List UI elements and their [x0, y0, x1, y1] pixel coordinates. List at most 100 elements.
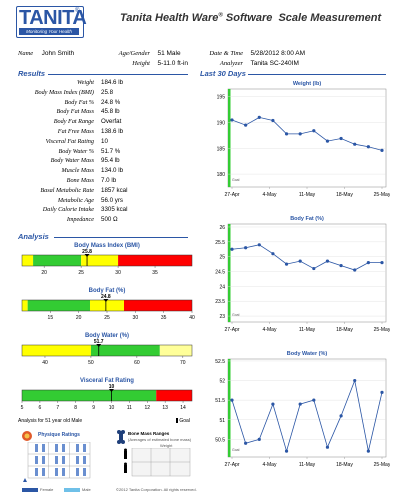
data-point [271, 252, 275, 256]
trend-charts: Weight (lb) Goal 180 185 190 195 27-Apr 4-May 11… [215, 81, 390, 468]
result-label: Fat Free Mass [57, 128, 94, 135]
chart-title: Weight (lb) [293, 81, 321, 87]
bar-tick-label: 30 [133, 315, 139, 321]
bar-zone [22, 390, 157, 401]
y-tick-label: 195 [217, 95, 226, 101]
bar-tick-label: 70 [180, 360, 186, 366]
data-point [230, 118, 234, 122]
bone-title: Bone Mass Ranges [128, 431, 170, 436]
data-point [339, 414, 343, 418]
result-value: 1857 kcal [101, 186, 128, 194]
bar-tick-label: 6 [39, 405, 42, 411]
result-label: Impedance [66, 216, 94, 224]
data-point [380, 390, 384, 394]
data-point [284, 262, 289, 266]
result-row: Body Mass Index (BMI) 25.8 [18, 89, 188, 98]
goal-strip [228, 359, 231, 457]
goal-strip [228, 224, 231, 322]
physique-panel: Physique Ratings [20, 430, 102, 486]
data-point [284, 132, 289, 136]
result-label: Body Water % [58, 147, 94, 155]
goal-marker-icon [176, 418, 178, 424]
result-value: 184.6 lb [101, 79, 124, 86]
bar-zone [156, 390, 192, 401]
bar-tick-label: 40 [189, 315, 195, 321]
y-tick-label: 26 [219, 225, 225, 231]
bar-tick-label: 35 [152, 270, 158, 276]
bar-title: Body Fat (%) [89, 288, 126, 294]
result-label: Muscle Mass [61, 167, 94, 175]
data-point [284, 449, 289, 453]
y-tick-label: 185 [217, 146, 226, 152]
logo-tagline: Monitoring Your Health [19, 28, 79, 35]
y-tick-label: 51.5 [215, 398, 225, 404]
x-tick-label: 18-May [336, 192, 353, 198]
data-point [230, 247, 234, 251]
y-tick-label: 24.5 [215, 270, 225, 276]
result-value: 45.8 lb [101, 108, 120, 116]
result-row: Body Water % 51.7 % [18, 148, 188, 157]
bar-tick-label: 11 [127, 405, 132, 411]
result-row: Basal Metabolic Rate 1857 kcal [18, 187, 188, 196]
legend-male-label: Male [82, 487, 91, 492]
bar-tick-label: 8 [74, 405, 77, 411]
analysis-bars: Body Mass Index (BMI)25.8 20 25 30 35 Body Fa… [21, 243, 195, 411]
bar-tick-label: 25 [104, 315, 110, 321]
analysis-divider [54, 237, 188, 238]
result-label: Basal Metabolic Rate [40, 186, 94, 194]
data-point [230, 398, 234, 402]
bar-tick-label: 15 [48, 315, 54, 321]
goal-legend: Goal [176, 418, 190, 424]
result-value: 56.0 yrs [101, 196, 124, 204]
analysis-heading: Analysis [18, 232, 49, 241]
x-tick-label: 11-May [299, 327, 316, 333]
result-row: Muscle Mass 134.0 lb [18, 167, 188, 176]
bar-title: Body Water (%) [85, 333, 129, 339]
bar-zone [159, 345, 192, 356]
x-tick-label: 25-May [374, 462, 390, 468]
x-tick-label: 4-May [263, 327, 277, 333]
result-label: Body Water Mass [50, 157, 94, 165]
bar-zone [124, 300, 192, 311]
result-row: Body Fat Range Overfat [18, 118, 188, 127]
result-value: Overfat [101, 118, 122, 126]
bar-tick-label: 20 [76, 315, 82, 321]
bone-subtitle: (Averages of estimated bone mass) [128, 437, 192, 442]
result-label: Visceral Fat Rating [45, 137, 94, 145]
bone-panel: Bone Mass Ranges (Averages of estimated … [116, 430, 196, 482]
data-point [298, 259, 302, 263]
result-value: 134.0 lb [101, 167, 124, 175]
chart-title: Body Fat (%) [290, 216, 324, 222]
result-value: 24.8 % [101, 98, 121, 106]
datetime-label: Date & Time [209, 50, 243, 57]
y-tick-label: 190 [217, 121, 226, 127]
bar-tick-label: 12 [144, 405, 150, 411]
data-point [353, 378, 357, 383]
bar-tick-label: 50 [88, 360, 94, 366]
agegender-value: 51 Male [157, 50, 181, 57]
result-value: 25.8 [101, 88, 114, 96]
bar-zone [33, 255, 82, 266]
bar-zone [22, 255, 34, 266]
info-datetime: Date & Time 5/28/2012 8:00 AM [205, 42, 305, 60]
data-point [325, 139, 330, 143]
bar-title: Visceral Fat Rating [80, 378, 134, 384]
y-tick-label: 180 [217, 172, 226, 178]
registered-mark-icon: ® [75, 8, 80, 14]
result-value: 138.6 lb [101, 128, 124, 135]
result-row: Bone Mass 7.0 lb [18, 177, 188, 186]
info-height: Height 5-11.0 ft-in [110, 52, 188, 70]
agegender-label: Age/Gender [118, 50, 150, 57]
info-analyzer: Analyzer Tanita SC-240IM [205, 52, 299, 70]
physique-icon [22, 431, 32, 441]
data-point [244, 123, 248, 127]
bar-zone [81, 255, 119, 266]
result-label: Body Fat Mass [56, 108, 94, 116]
result-label: Metabolic Age [57, 196, 94, 204]
x-tick-label: 4-May [263, 192, 277, 198]
data-point [244, 441, 248, 445]
result-label: Bone Mass [66, 177, 94, 184]
goal-tag: Goal [232, 448, 240, 452]
result-value: 10 [101, 137, 108, 145]
bar-tick-label: 20 [41, 270, 47, 276]
